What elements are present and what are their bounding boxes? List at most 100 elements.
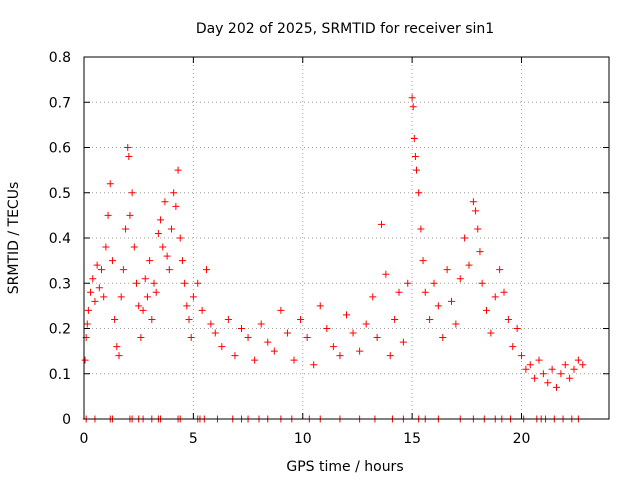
y-tick-label: 0.6 xyxy=(49,141,71,157)
data-point xyxy=(448,297,455,305)
data-point xyxy=(277,306,285,314)
data-point xyxy=(356,347,364,355)
data-point xyxy=(119,266,127,274)
data-point xyxy=(128,189,136,197)
data-point xyxy=(207,320,215,328)
data-point xyxy=(143,293,151,301)
data-point xyxy=(141,275,149,283)
data-point xyxy=(476,248,484,256)
data-point xyxy=(395,288,403,296)
data-point xyxy=(417,225,425,233)
data-point xyxy=(421,288,429,296)
data-point xyxy=(163,252,171,260)
data-point xyxy=(150,279,158,287)
data-point xyxy=(244,334,252,342)
data-point xyxy=(178,257,186,265)
y-tick-label: 0.1 xyxy=(49,367,71,383)
data-point xyxy=(409,103,417,111)
data-point xyxy=(117,293,125,301)
x-tick-label: 5 xyxy=(189,431,198,447)
data-point xyxy=(452,320,460,328)
data-point xyxy=(434,302,442,310)
data-point xyxy=(104,211,112,219)
data-point xyxy=(152,288,160,296)
data-point xyxy=(411,153,419,161)
data-point xyxy=(133,279,140,287)
x-tick-label: 10 xyxy=(294,431,312,447)
data-point xyxy=(102,243,110,251)
data-point xyxy=(139,306,147,314)
data-point xyxy=(553,383,560,391)
data-point xyxy=(483,306,490,314)
data-point xyxy=(185,315,193,323)
data-point xyxy=(509,343,517,351)
data-point xyxy=(349,329,357,337)
data-point xyxy=(100,293,108,301)
grid-lines xyxy=(84,57,609,419)
data-point xyxy=(87,288,95,296)
data-point xyxy=(108,257,116,265)
y-axis-label: SRMTID / TECUs xyxy=(6,182,22,295)
data-point xyxy=(83,320,91,328)
data-point xyxy=(413,166,420,174)
chart-title: Day 202 of 2025, SRMTID for receiver sin… xyxy=(196,21,494,37)
data-points xyxy=(81,94,587,423)
data-point xyxy=(487,329,495,337)
data-point xyxy=(224,315,232,323)
data-point xyxy=(174,166,182,174)
data-point xyxy=(125,153,133,161)
data-point xyxy=(257,320,265,328)
data-point xyxy=(283,329,291,337)
data-point xyxy=(170,189,178,197)
data-point xyxy=(391,315,399,323)
data-point xyxy=(231,352,239,360)
data-point xyxy=(165,266,173,274)
y-tick-label: 0 xyxy=(62,412,71,428)
data-point xyxy=(270,347,278,355)
data-point xyxy=(91,297,99,305)
data-point xyxy=(115,352,123,360)
x-tick-labels: 0 5 10 15 20 xyxy=(80,431,531,447)
data-point xyxy=(415,189,423,197)
data-point xyxy=(378,220,385,228)
data-point xyxy=(491,293,499,301)
data-point xyxy=(362,320,370,328)
data-point xyxy=(126,211,134,219)
data-point xyxy=(290,356,298,364)
data-point xyxy=(84,306,92,314)
data-point xyxy=(544,379,552,387)
data-point xyxy=(159,243,167,251)
data-point xyxy=(176,234,184,242)
data-point xyxy=(430,279,438,287)
data-point xyxy=(399,338,407,346)
data-point xyxy=(465,261,473,269)
data-point xyxy=(297,315,305,323)
data-point xyxy=(135,302,143,310)
data-point xyxy=(439,334,447,342)
data-point xyxy=(474,225,482,233)
data-point xyxy=(130,243,138,251)
data-point xyxy=(111,315,119,323)
data-point xyxy=(310,361,318,369)
data-point xyxy=(251,356,259,364)
data-point xyxy=(137,334,145,342)
data-point xyxy=(535,356,543,364)
data-point xyxy=(496,266,504,274)
data-point xyxy=(574,356,582,364)
data-point xyxy=(518,352,525,360)
data-point xyxy=(203,266,210,274)
data-point xyxy=(106,180,114,188)
data-point xyxy=(336,352,344,360)
data-point xyxy=(154,229,162,237)
data-point xyxy=(548,365,556,373)
y-tick-label: 0.7 xyxy=(49,95,71,111)
data-point xyxy=(557,370,565,378)
data-point xyxy=(369,293,377,301)
data-point xyxy=(148,315,156,323)
data-point xyxy=(264,338,272,346)
data-point xyxy=(382,270,390,278)
data-point xyxy=(513,325,521,332)
y-tick-label: 0.4 xyxy=(49,231,71,247)
data-point xyxy=(181,279,189,287)
data-point xyxy=(93,261,101,269)
